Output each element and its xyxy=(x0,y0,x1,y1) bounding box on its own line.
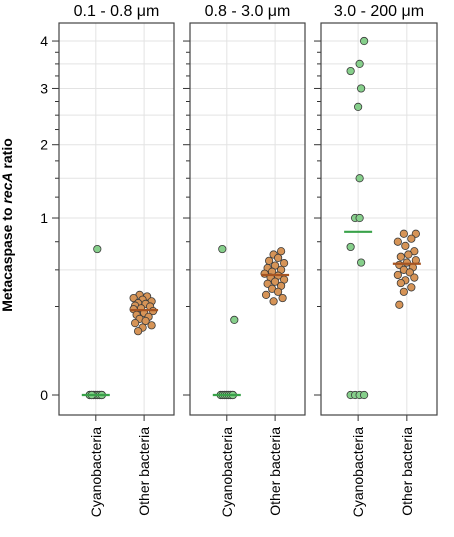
y-tick-label: 1 xyxy=(40,210,48,226)
data-point xyxy=(346,66,355,76)
panels: 0.1 - 0.8 μm 0 1 2 3 4 Cyanobacteria Other bact… xyxy=(40,3,438,517)
data-point xyxy=(230,315,239,325)
data-point xyxy=(273,287,283,296)
panel-2: 0.8 - 3.0 μm Cyanobacteria Other bacteria xyxy=(183,3,306,517)
data-point xyxy=(93,244,102,254)
data-point xyxy=(346,242,355,252)
panel-title: 3.0 - 200 μm xyxy=(334,3,424,20)
data-point xyxy=(131,319,140,328)
data-point xyxy=(357,258,366,267)
panel-title: 0.1 - 0.8 μm xyxy=(74,3,160,20)
data-point xyxy=(407,283,416,292)
plot-background xyxy=(190,23,305,415)
data-point xyxy=(401,241,410,250)
data-point xyxy=(276,247,286,256)
y-tick-label: 3 xyxy=(40,80,48,96)
panel-title: 0.8 - 3.0 μm xyxy=(205,3,291,20)
data-point xyxy=(270,277,280,286)
data-point xyxy=(218,244,227,254)
y-tick-label: 0 xyxy=(40,387,48,403)
data-point xyxy=(399,229,408,238)
x-tick-label: Other bacteria xyxy=(267,427,283,516)
data-point xyxy=(407,234,416,243)
y-axis-label: Metacaspase to recA ratio xyxy=(0,138,15,312)
data-point xyxy=(355,174,364,183)
x-tick-label: Cyanobacteria xyxy=(350,427,366,517)
data-point xyxy=(396,252,405,261)
data-point xyxy=(395,300,404,309)
data-point xyxy=(278,293,287,303)
data-point xyxy=(147,321,156,330)
data-point xyxy=(355,59,364,68)
plot-background xyxy=(59,23,174,415)
data-point xyxy=(357,84,366,93)
data-point xyxy=(273,253,283,263)
data-point xyxy=(360,36,369,46)
data-point xyxy=(261,290,271,299)
x-tick-label: Other bacteria xyxy=(136,427,152,516)
data-point xyxy=(263,279,272,288)
x-tick-label: Cyanobacteria xyxy=(219,427,235,517)
data-point xyxy=(393,270,402,280)
data-point xyxy=(399,287,408,296)
data-point xyxy=(279,259,289,268)
data-point xyxy=(355,213,364,223)
data-point xyxy=(405,268,414,277)
panel-1: 0.1 - 0.8 μm 0 1 2 3 4 Cyanobacteria Other bact… xyxy=(40,3,175,517)
x-tick-label: Other bacteria xyxy=(399,427,415,516)
plot-frame xyxy=(189,22,306,416)
data-point xyxy=(141,316,150,326)
data-point xyxy=(269,297,278,306)
y-tick-label: 4 xyxy=(40,33,48,49)
data-point xyxy=(396,278,405,288)
plot-background xyxy=(321,23,437,415)
data-point xyxy=(393,237,402,246)
plot-frame xyxy=(320,22,438,416)
data-point xyxy=(134,327,143,336)
data-point xyxy=(354,102,363,111)
y-tick-label: 2 xyxy=(40,137,48,153)
data-point xyxy=(410,273,419,282)
data-point xyxy=(404,250,413,259)
plot-frame xyxy=(58,22,175,416)
panel-3: 3.0 - 200 μm Cyanobacteria Other bacteria xyxy=(314,3,438,517)
x-tick-label: Cyanobacteria xyxy=(88,427,104,517)
data-point xyxy=(360,390,369,400)
